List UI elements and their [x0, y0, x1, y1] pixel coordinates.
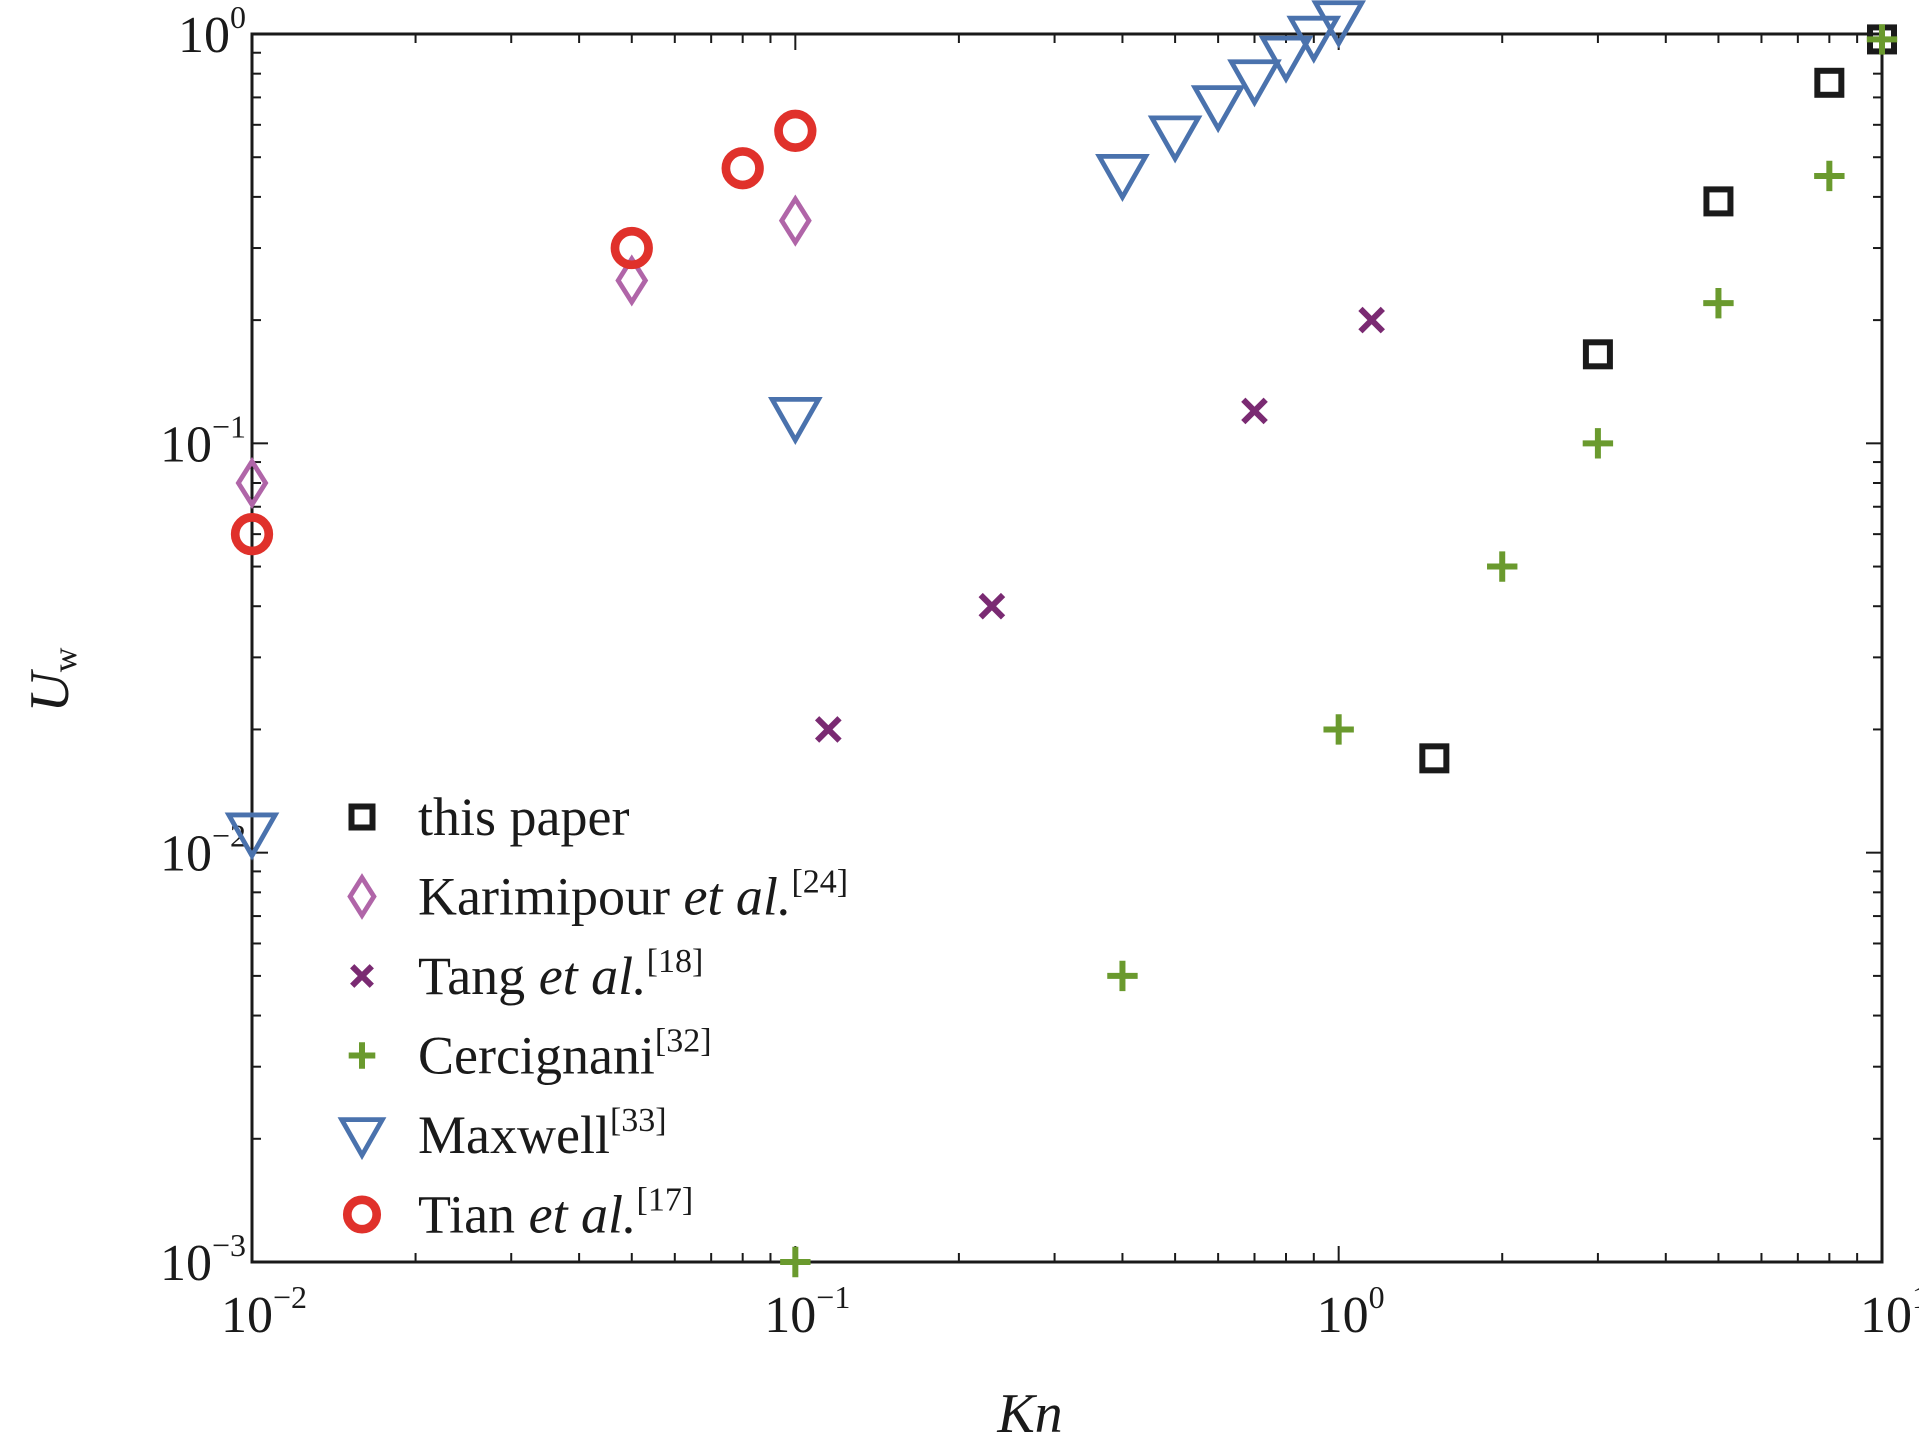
data-point-triangle-down	[224, 812, 280, 861]
data-point-square	[1582, 339, 1613, 370]
legend-label: Tian et al.[17]	[418, 1182, 693, 1245]
data-point-triangle-down	[1095, 153, 1150, 203]
data-point-plus	[1814, 160, 1845, 192]
legend-label-main: Tian	[418, 1185, 529, 1245]
data-point-circle	[610, 226, 653, 270]
data-point-triangle-down	[1311, 0, 1366, 49]
legend-label-main: this paper	[418, 787, 629, 847]
series-diamond	[235, 194, 812, 510]
data-point-x	[1241, 397, 1268, 425]
legend-marker-diamond	[347, 873, 377, 920]
legend-label-main: Tang	[418, 946, 539, 1006]
data-point-circle	[230, 512, 274, 556]
x-axis-label: Kn	[996, 1383, 1062, 1445]
y-axis-label-sub: w	[47, 647, 84, 672]
x-tick-labels: 10−2 10−1 100 101	[221, 1279, 1919, 1344]
legend-label-ref: [33]	[610, 1102, 667, 1139]
legend-entry: this paper	[348, 787, 629, 847]
data-point-plus	[1323, 714, 1354, 745]
x-tick-label: 101	[1860, 1279, 1919, 1344]
x-tick-label: 10−1	[764, 1279, 850, 1344]
legend-entry: Tang et al.[18]	[350, 943, 703, 1006]
x-tick-label: 100	[1317, 1279, 1385, 1344]
data-point-plus	[1107, 960, 1138, 992]
legend-label-main: Maxwell	[418, 1105, 610, 1165]
data-point-x	[978, 592, 1006, 620]
data-point-diamond	[778, 194, 812, 247]
series-triangle-down	[224, 0, 1366, 861]
series-x	[814, 306, 1385, 743]
legend-marker-triangle-down	[337, 1117, 387, 1161]
legend-entry: Karimipour et al.[24]	[347, 864, 848, 927]
legend-label-etal: et al.	[683, 867, 791, 927]
data-point-circle	[721, 147, 764, 190]
data-point-triangle-down	[1190, 85, 1246, 134]
legend-label-ref: [32]	[655, 1023, 712, 1060]
legend-entry: Cercignani[32]	[348, 1023, 712, 1086]
data-point-x	[1358, 306, 1385, 334]
legend-label: this paper	[418, 787, 629, 847]
series-plus	[780, 24, 1898, 1278]
legend-label-main: Karimipour	[418, 867, 683, 927]
legend-label: Maxwell[33]	[418, 1102, 667, 1165]
data-point-triangle-down	[1258, 35, 1314, 84]
y-tick-label: 10−2	[160, 818, 246, 883]
plot-frame	[250, 32, 1884, 1264]
legend-label: Tang et al.[18]	[418, 943, 703, 1006]
legend-label-etal: et al.	[529, 1185, 637, 1245]
legend-label-ref: [18]	[647, 943, 704, 980]
data-point-square	[1814, 67, 1845, 98]
data-point-square	[1703, 186, 1734, 217]
legend-marker-plus	[348, 1042, 376, 1069]
plot-border	[250, 32, 1884, 1264]
legend-label-ref: [24]	[791, 864, 848, 901]
data-point-diamond	[615, 254, 649, 307]
data-point-plus	[1487, 551, 1518, 582]
y-tick-label: 100	[178, 0, 246, 64]
legend-label-main: Cercignani	[418, 1026, 655, 1086]
legend-label-ref: [17]	[637, 1182, 694, 1219]
y-tick-labels: 10−3 10−2 10−1 100	[160, 0, 246, 1292]
series-square	[1419, 24, 1897, 774]
y-axis-label: Uw	[19, 647, 84, 712]
data-markers	[224, 0, 1898, 1278]
legend-label: Cercignani[32]	[418, 1023, 712, 1086]
data-point-triangle-down	[1286, 15, 1342, 64]
data-point-plus	[1703, 287, 1734, 319]
data-point-square	[1419, 743, 1450, 774]
legend-label-etal: et al.	[539, 946, 647, 1006]
legend-marker-circle	[342, 1195, 382, 1234]
data-point-plus	[780, 1246, 811, 1278]
svg-text:Uw: Uw	[19, 647, 84, 712]
legend-marker-square	[348, 803, 376, 831]
y-tick-label: 10−3	[160, 1227, 246, 1292]
data-point-circle	[774, 109, 817, 152]
legend-marker-x	[350, 964, 374, 988]
data-point-diamond	[235, 456, 269, 510]
data-point-plus	[1866, 24, 1898, 55]
legend-entry: Tian et al.[17]	[342, 1182, 693, 1245]
series-circle	[230, 109, 817, 556]
legend-entry: Maxwell[33]	[337, 1102, 667, 1165]
y-tick-label: 10−1	[160, 408, 246, 473]
legend-label: Karimipour et al.[24]	[418, 864, 848, 927]
data-point-triangle-down	[1147, 115, 1203, 164]
y-axis-label-main: U	[19, 669, 81, 713]
data-point-triangle-down	[768, 396, 823, 446]
data-point-x	[814, 716, 842, 743]
x-tick-label: 10−2	[221, 1279, 307, 1344]
data-point-triangle-down	[1227, 59, 1282, 108]
data-point-plus	[1582, 428, 1614, 459]
